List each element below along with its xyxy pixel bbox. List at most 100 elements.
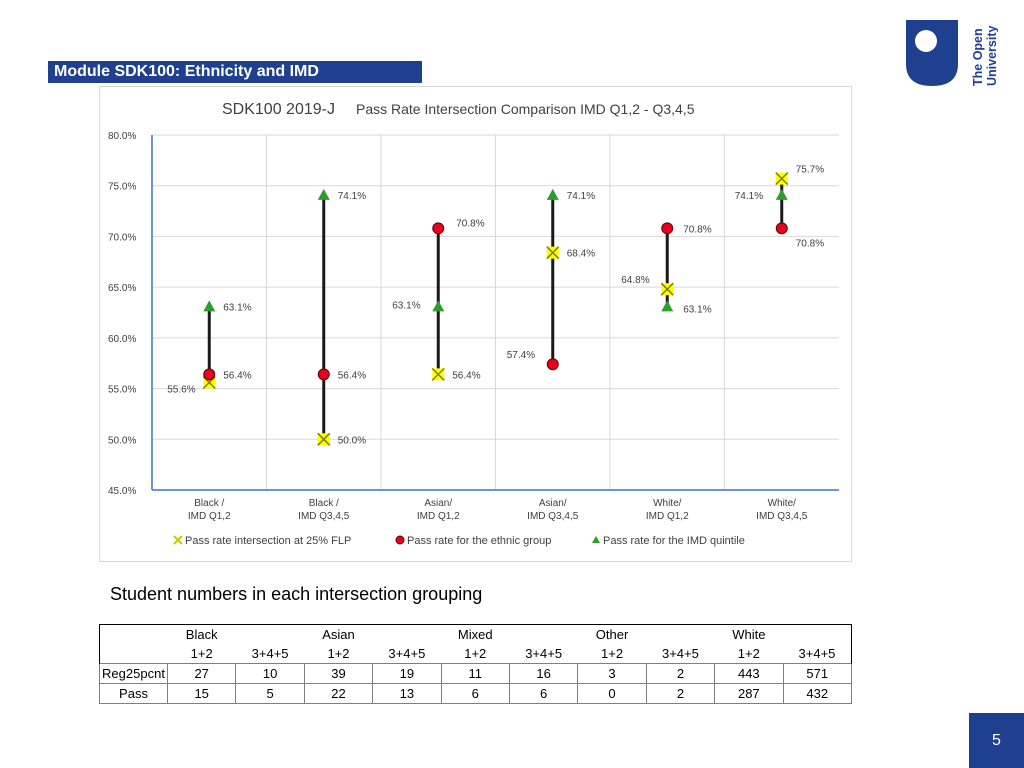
legend-label: Pass rate for the ethnic group — [407, 535, 551, 547]
imd-quintile-marker — [775, 188, 788, 200]
imd-quintile-marker — [203, 300, 216, 312]
data-label: 75.7% — [796, 165, 824, 176]
ethnic-group-marker — [546, 358, 559, 371]
data-label: 70.8% — [796, 238, 824, 249]
y-tick-label: 80.0% — [108, 131, 136, 142]
table-cell: 6 — [508, 683, 579, 704]
table-cell: 3 — [577, 663, 647, 684]
ethnic-group-marker — [432, 222, 445, 235]
subheader-cell: 3+4+5 — [661, 646, 699, 661]
row-label: Pass — [99, 683, 168, 704]
intersection-marker — [775, 172, 789, 186]
data-label: 70.8% — [683, 224, 711, 235]
x-tick-label: Asian/ — [424, 498, 452, 509]
data-label: 74.1% — [735, 191, 763, 202]
x-tick-label: IMD Q3,4,5 — [756, 511, 808, 522]
data-label: 55.6% — [167, 384, 195, 395]
subheader-cell: 3+4+5 — [388, 646, 426, 661]
data-label: 50.0% — [338, 435, 366, 446]
x-tick-label: Black / — [194, 498, 224, 509]
legend-circle-icon — [395, 535, 405, 545]
x-tick-label: Asian/ — [539, 498, 567, 509]
subheader-cell: 1+2 — [190, 646, 213, 661]
table-cell: 432 — [782, 683, 852, 704]
group-header-other: Other — [577, 624, 647, 644]
table-row-reg25pcnt: Reg25pcnt 27 10 39 19 11 16 3 2 443 571 — [99, 663, 852, 684]
ethnic-group-marker — [203, 368, 216, 381]
data-label: 68.4% — [567, 249, 595, 260]
data-label: 74.1% — [567, 191, 595, 202]
university-logo: The Open University — [906, 20, 1006, 90]
subheader-cell: 1+2 — [464, 646, 487, 661]
y-tick-label: 50.0% — [108, 435, 136, 446]
page-number: 5 — [969, 713, 1024, 768]
intersection-marker-cross — [317, 432, 331, 446]
subheader-cell: 1+2 — [327, 646, 350, 661]
data-label: 74.1% — [338, 191, 366, 202]
table-caption: Student numbers in each intersection gro… — [110, 584, 483, 604]
subheader-cell: 1+2 — [737, 646, 760, 661]
logo-wordmark: The Open University — [971, 26, 998, 86]
y-tick-label: 55.0% — [108, 385, 136, 396]
data-label: 56.4% — [452, 370, 480, 381]
table-cell: 10 — [235, 663, 305, 684]
data-label: 63.1% — [223, 302, 251, 313]
x-tick-label: IMD Q1,2 — [417, 511, 460, 522]
y-tick-label: 75.0% — [108, 182, 136, 193]
intersection-marker — [317, 432, 331, 446]
data-label: 63.1% — [392, 300, 420, 311]
imd-quintile-marker — [432, 300, 445, 312]
x-tick-label: Black / — [309, 498, 339, 509]
data-label: 64.8% — [621, 275, 649, 286]
y-tick-label: 70.0% — [108, 232, 136, 243]
y-tick-label: 60.0% — [108, 334, 136, 345]
student-numbers-table: Black Asian Mixed Other White 1+2 3+4+5 … — [99, 624, 852, 704]
data-label: 63.1% — [683, 304, 711, 315]
table-group-header-row: Black Asian Mixed Other White — [99, 624, 852, 644]
table-cell: 287 — [714, 683, 784, 704]
subheader-cell: 3+4+5 — [783, 644, 852, 664]
table-corner-cell — [99, 624, 168, 644]
table-subheader-row: 1+2 3+4+5 1+2 3+4+5 1+2 3+4+5 1+2 3+4+5 … — [99, 644, 852, 664]
table-cell: 11 — [440, 663, 510, 684]
intersection-marker — [431, 367, 445, 381]
legend-triangle-icon — [592, 536, 600, 543]
imd-quintile-marker — [317, 188, 330, 200]
y-tick-label: 45.0% — [108, 486, 136, 497]
table-cell: 5 — [235, 683, 305, 704]
table-cell: 2 — [645, 683, 716, 704]
chart-title-part2: Pass Rate Intersection Comparison IMD Q1… — [356, 101, 695, 117]
table-cell: 39 — [303, 663, 374, 684]
x-tick-label: IMD Q3,4,5 — [527, 511, 579, 522]
intersection-marker — [546, 246, 560, 260]
intersection-marker-cross — [431, 367, 445, 381]
data-label: 70.8% — [456, 218, 484, 229]
table-cell: 0 — [577, 683, 647, 704]
legend-x-mark — [173, 535, 183, 545]
subheader-cell: 3+4+5 — [251, 646, 289, 661]
x-tick-label: White/ — [768, 498, 797, 509]
chart-title-part1: SDK100 2019-J — [222, 101, 335, 118]
ethnic-group-marker — [661, 222, 674, 235]
legend-intersection-icon — [173, 535, 183, 545]
intersection-marker — [660, 282, 674, 296]
x-tick-label: IMD Q1,2 — [188, 511, 231, 522]
ethnic-group-marker — [317, 368, 330, 381]
group-header-white: White — [714, 624, 784, 644]
intersection-marker-cross — [775, 172, 789, 186]
ou-shield-icon — [906, 20, 958, 86]
imd-quintile-marker — [661, 300, 674, 312]
data-label: 56.4% — [338, 370, 366, 381]
x-tick-label: IMD Q3,4,5 — [298, 511, 350, 522]
x-tick-label: IMD Q1,2 — [646, 511, 689, 522]
logo-text-line2: University — [985, 26, 998, 86]
group-header-mixed: Mixed — [441, 624, 510, 644]
pass-rate-chart: SDK100 2019-J Pass Rate Intersection Com… — [108, 101, 839, 547]
intersection-marker-cross — [546, 246, 560, 260]
imd-quintile-marker — [546, 188, 559, 200]
table-cell: 2 — [645, 663, 716, 684]
table-cell: 13 — [372, 683, 442, 704]
group-header-black: Black — [167, 624, 236, 644]
group-header-asian: Asian — [304, 624, 373, 644]
x-tick-label: White/ — [653, 498, 682, 509]
